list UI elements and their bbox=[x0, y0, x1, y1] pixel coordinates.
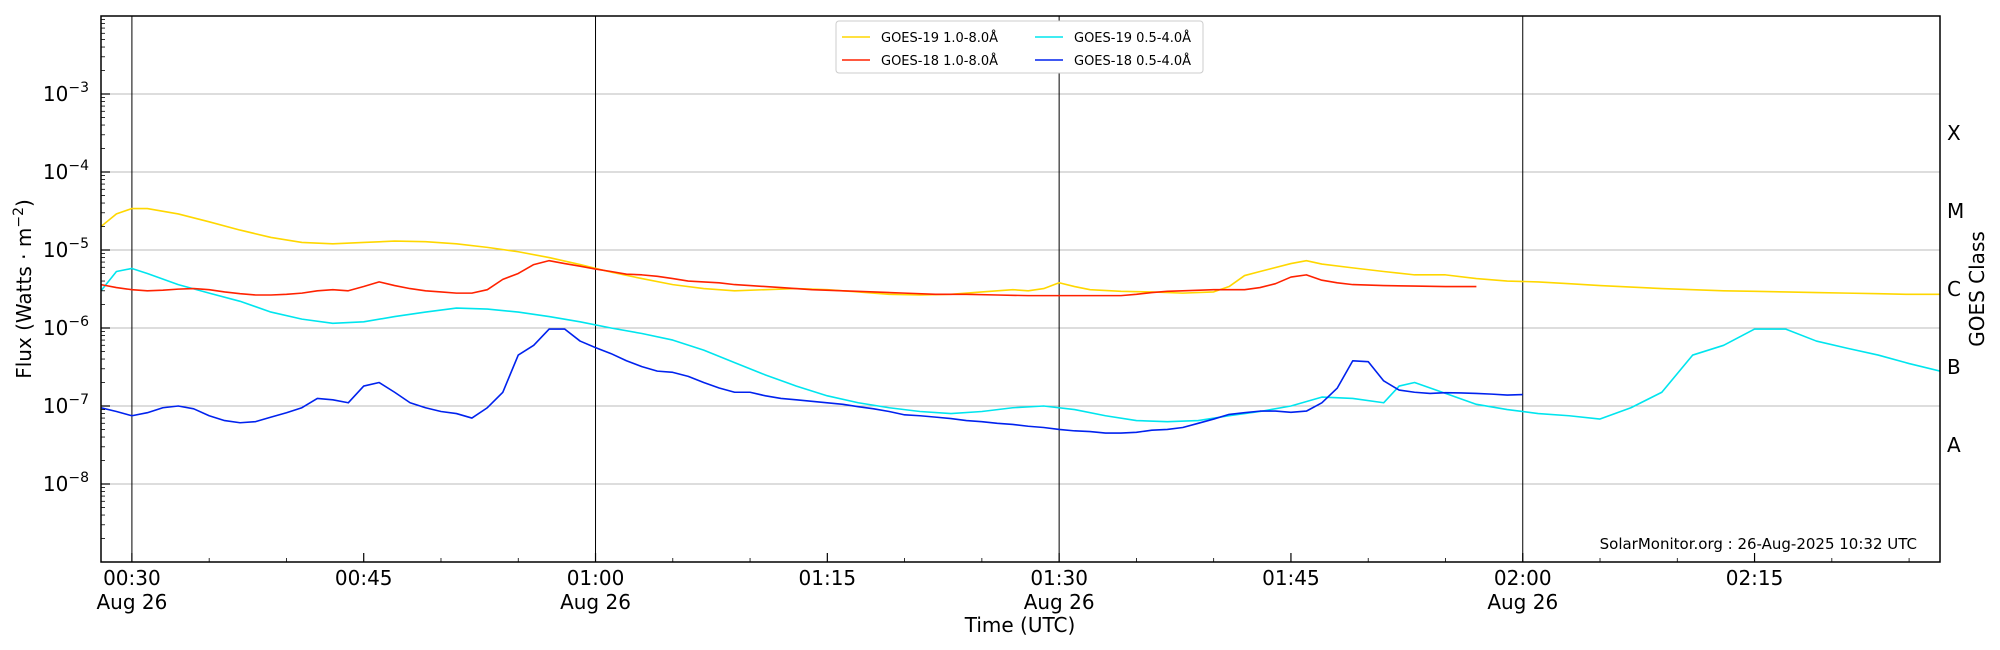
x-tick-date-0: Aug 26 bbox=[96, 590, 167, 614]
y-tick-label-exponent: −7 bbox=[68, 392, 89, 408]
series-line-1 bbox=[101, 267, 1940, 423]
x-tick-label-5: 01:45 bbox=[1262, 566, 1320, 590]
x-tick-date-2: Aug 26 bbox=[560, 590, 631, 614]
y-tick-label-base: 10 bbox=[43, 394, 68, 418]
y-tick-label-exponent: −6 bbox=[68, 314, 89, 330]
credit-annotation: SolarMonitor.org : 26-Aug-2025 10:32 UTC bbox=[1600, 535, 1917, 553]
legend-label-goes19-long: GOES-19 1.0-8.0Å bbox=[881, 30, 998, 46]
series-line-3 bbox=[101, 328, 1523, 434]
x-tick-label-6: 02:00 bbox=[1494, 566, 1552, 590]
goes-class-label-b: B bbox=[1947, 355, 1961, 379]
goes-class-axis-title: GOES Class bbox=[1965, 231, 1989, 347]
x-tick-date-4: Aug 26 bbox=[1024, 590, 1095, 614]
legend-box bbox=[835, 20, 1204, 74]
y-tick-label-exponent: −8 bbox=[68, 470, 89, 486]
goes-class-label-a: A bbox=[1947, 433, 1961, 457]
series-line-2 bbox=[101, 259, 1477, 297]
grid-lines bbox=[101, 16, 1940, 562]
y-tick-label-base: 10 bbox=[43, 160, 68, 184]
y-tick-label-exponent: −3 bbox=[68, 80, 89, 96]
y-tick-label-exponent: −5 bbox=[68, 236, 89, 252]
x-tick-label-4: 01:30 bbox=[1030, 566, 1088, 590]
legend-label-goes19-short: GOES-19 0.5-4.0Å bbox=[1074, 30, 1191, 46]
goes-class-label-c: C bbox=[1947, 277, 1961, 301]
x-tick-label-0: 00:30 bbox=[103, 566, 161, 590]
y-tick-label-2: 10−6 bbox=[43, 314, 89, 340]
plot-frame bbox=[100, 15, 1941, 563]
y-tick-label-base: 10 bbox=[43, 82, 68, 106]
goes-class-label-m: M bbox=[1947, 199, 1964, 223]
series-lines bbox=[101, 207, 1940, 434]
y-tick-label-0: 10−8 bbox=[43, 470, 89, 496]
x-tick-date-6: Aug 26 bbox=[1487, 590, 1558, 614]
y-axis-title-exponent: −2 bbox=[11, 207, 27, 228]
x-tick-label-3: 01:15 bbox=[799, 566, 857, 590]
y-tick-label-exponent: −4 bbox=[68, 158, 89, 174]
x-tick-label-1: 00:45 bbox=[335, 566, 393, 590]
y-axis-title-main: Flux (Watts · m bbox=[12, 228, 36, 379]
y-tick-label-1: 10−7 bbox=[43, 392, 89, 418]
y-tick-label-5: 10−3 bbox=[43, 80, 89, 106]
y-tick-label-base: 10 bbox=[43, 238, 68, 262]
x-tick-label-2: 01:00 bbox=[567, 566, 625, 590]
legend-label-goes18-long: GOES-18 1.0-8.0Å bbox=[881, 53, 998, 69]
y-axis-title: Flux (Watts · m−2) bbox=[11, 199, 36, 379]
legend-label-goes18-short: GOES-18 0.5-4.0Å bbox=[1074, 53, 1191, 69]
legend: GOES-19 1.0-8.0Å GOES-19 0.5-4.0Å GOES-1… bbox=[835, 20, 1204, 74]
x-tick-label-7: 02:15 bbox=[1726, 566, 1784, 590]
x-axis-title: Time (UTC) bbox=[964, 613, 1076, 637]
y-tick-label-4: 10−4 bbox=[43, 158, 89, 184]
y-tick-label-base: 10 bbox=[43, 316, 68, 340]
goes-class-label-x: X bbox=[1947, 121, 1961, 145]
y-axis-title-close: ) bbox=[12, 199, 36, 207]
series-line-0 bbox=[101, 207, 1940, 296]
y-tick-label-3: 10−5 bbox=[43, 236, 89, 262]
y-tick-label-base: 10 bbox=[43, 472, 68, 496]
